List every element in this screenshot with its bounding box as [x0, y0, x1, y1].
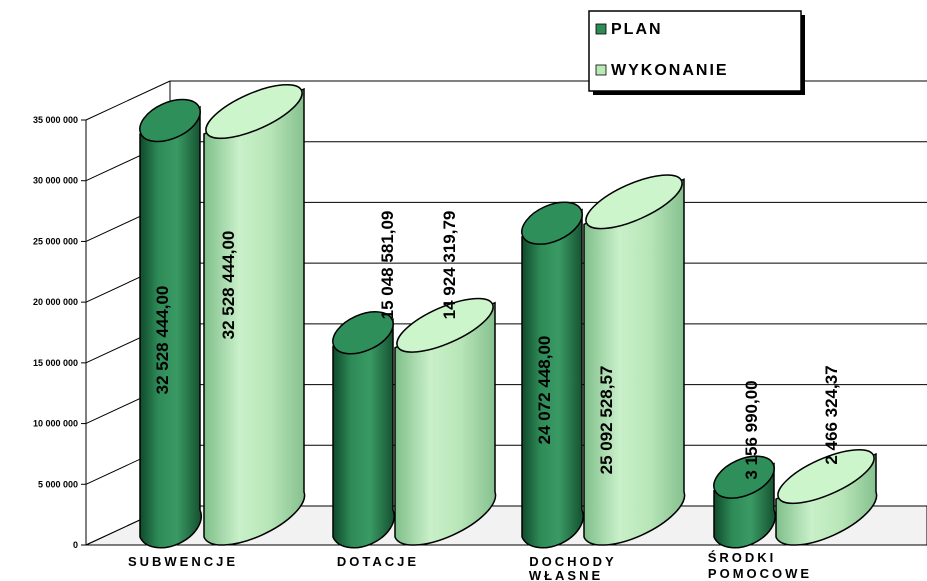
legend-box [588, 10, 802, 92]
bar-wykonanie-1 [394, 297, 497, 546]
legend-label-wykonanie: WYKONANIE [611, 62, 729, 79]
cylinder-top [585, 174, 683, 230]
legend-swatch-plan [595, 23, 607, 35]
data-label-plan-2: 24 072 448,00 [535, 336, 554, 445]
bar-wykonanie-3 [775, 449, 878, 546]
y-tick-label: 0 [73, 540, 78, 550]
bar-plan-3 [713, 455, 776, 549]
bar-plan-2 [521, 201, 584, 549]
bars [139, 83, 878, 549]
bar-wykonanie-0 [203, 83, 306, 546]
category-label: POMOCOWE [708, 566, 812, 581]
y-tick-label: 5 000 000 [38, 479, 78, 489]
cylinder-body [583, 178, 686, 546]
bar-plan-1 [332, 311, 395, 549]
cylinder-top [521, 201, 583, 245]
cylinder-body [394, 301, 497, 546]
category-label: DOCHODY [529, 554, 616, 569]
gridline-diagonal [85, 80, 171, 121]
cylinder-body [521, 208, 584, 549]
cylinder-top [139, 98, 201, 143]
legend-label-plan: PLAN [611, 21, 663, 38]
data-label-wykonanie-3: 2 466 324,37 [822, 365, 841, 464]
data-label-plan-3: 3 156 990,00 [742, 380, 761, 479]
data-label-plan-0: 32 528 444,00 [153, 286, 172, 395]
data-label-plan-1: 15 048 581,09 [378, 211, 397, 320]
cylinder-body [203, 87, 306, 546]
cylinder-top [332, 311, 394, 355]
data-labels: 32 528 444,00 15 048 581,09 24 072 448,00 3… [128, 211, 841, 581]
data-label-wykonanie-2: 25 092 528,57 [597, 366, 616, 475]
bar-plan-0 [139, 98, 202, 549]
y-tick-label: 15 000 000 [33, 358, 78, 368]
category-label: WŁASNE [529, 568, 603, 581]
category-label: SUBWENCJE [128, 554, 238, 569]
cylinder-top [713, 455, 775, 499]
y-tick-label: 35 000 000 [33, 115, 78, 125]
cylinder-top [777, 449, 875, 505]
y-tick-label: 10 000 000 [33, 419, 78, 429]
cylinder-top [396, 297, 494, 353]
category-label: DOTACJE [337, 554, 419, 569]
legend: PLAN WYKONANIE [588, 10, 805, 95]
data-label-wykonanie-1: 14 924 319,79 [440, 211, 459, 320]
category-label: ŚRODKI [708, 550, 777, 565]
y-tick-label: 20 000 000 [33, 297, 78, 307]
cylinder-body [332, 318, 395, 549]
y-tick-label: 25 000 000 [33, 236, 78, 246]
bar-wykonanie-2 [583, 174, 686, 546]
cylinder-body [139, 105, 202, 549]
y-tick-label: 30 000 000 [33, 176, 78, 186]
legend-swatch-wykonanie [595, 64, 607, 76]
data-label-wykonanie-0: 32 528 444,00 [219, 231, 238, 340]
cylinder-top [205, 83, 303, 140]
